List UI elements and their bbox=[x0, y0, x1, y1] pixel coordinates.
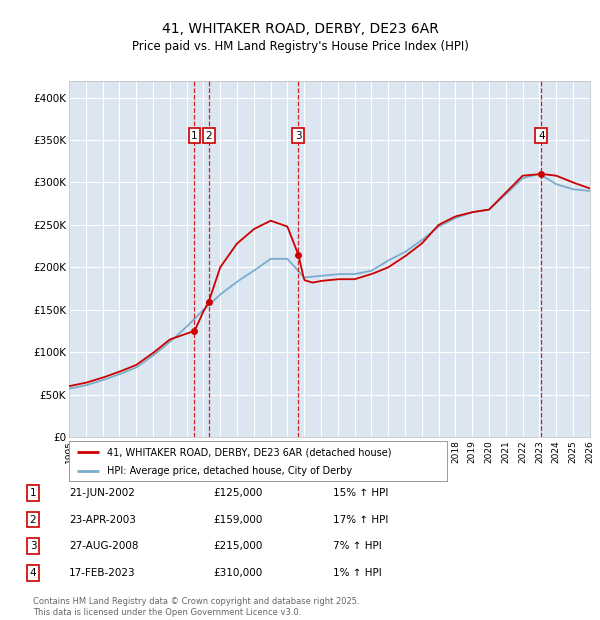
Text: Contains HM Land Registry data © Crown copyright and database right 2025.
This d: Contains HM Land Registry data © Crown c… bbox=[33, 598, 359, 617]
Text: 41, WHITAKER ROAD, DERBY, DE23 6AR: 41, WHITAKER ROAD, DERBY, DE23 6AR bbox=[161, 22, 439, 36]
Text: 3: 3 bbox=[295, 131, 302, 141]
Text: 1: 1 bbox=[29, 488, 37, 498]
Text: 41, WHITAKER ROAD, DERBY, DE23 6AR (detached house): 41, WHITAKER ROAD, DERBY, DE23 6AR (deta… bbox=[107, 448, 391, 458]
Text: 17% ↑ HPI: 17% ↑ HPI bbox=[333, 515, 388, 525]
Text: 23-APR-2003: 23-APR-2003 bbox=[69, 515, 136, 525]
Text: 7% ↑ HPI: 7% ↑ HPI bbox=[333, 541, 382, 551]
Text: £215,000: £215,000 bbox=[213, 541, 262, 551]
Text: 3: 3 bbox=[29, 541, 37, 551]
Text: HPI: Average price, detached house, City of Derby: HPI: Average price, detached house, City… bbox=[107, 466, 352, 476]
Text: Price paid vs. HM Land Registry's House Price Index (HPI): Price paid vs. HM Land Registry's House … bbox=[131, 40, 469, 53]
Text: 2: 2 bbox=[205, 131, 212, 141]
Text: 4: 4 bbox=[29, 568, 37, 578]
Text: 17-FEB-2023: 17-FEB-2023 bbox=[69, 568, 136, 578]
Text: £159,000: £159,000 bbox=[213, 515, 262, 525]
Text: 21-JUN-2002: 21-JUN-2002 bbox=[69, 488, 135, 498]
Text: £310,000: £310,000 bbox=[213, 568, 262, 578]
Text: 1% ↑ HPI: 1% ↑ HPI bbox=[333, 568, 382, 578]
Text: 1: 1 bbox=[191, 131, 198, 141]
Text: 4: 4 bbox=[538, 131, 545, 141]
Text: 27-AUG-2008: 27-AUG-2008 bbox=[69, 541, 139, 551]
Text: £125,000: £125,000 bbox=[213, 488, 262, 498]
Text: 15% ↑ HPI: 15% ↑ HPI bbox=[333, 488, 388, 498]
Text: 2: 2 bbox=[29, 515, 37, 525]
